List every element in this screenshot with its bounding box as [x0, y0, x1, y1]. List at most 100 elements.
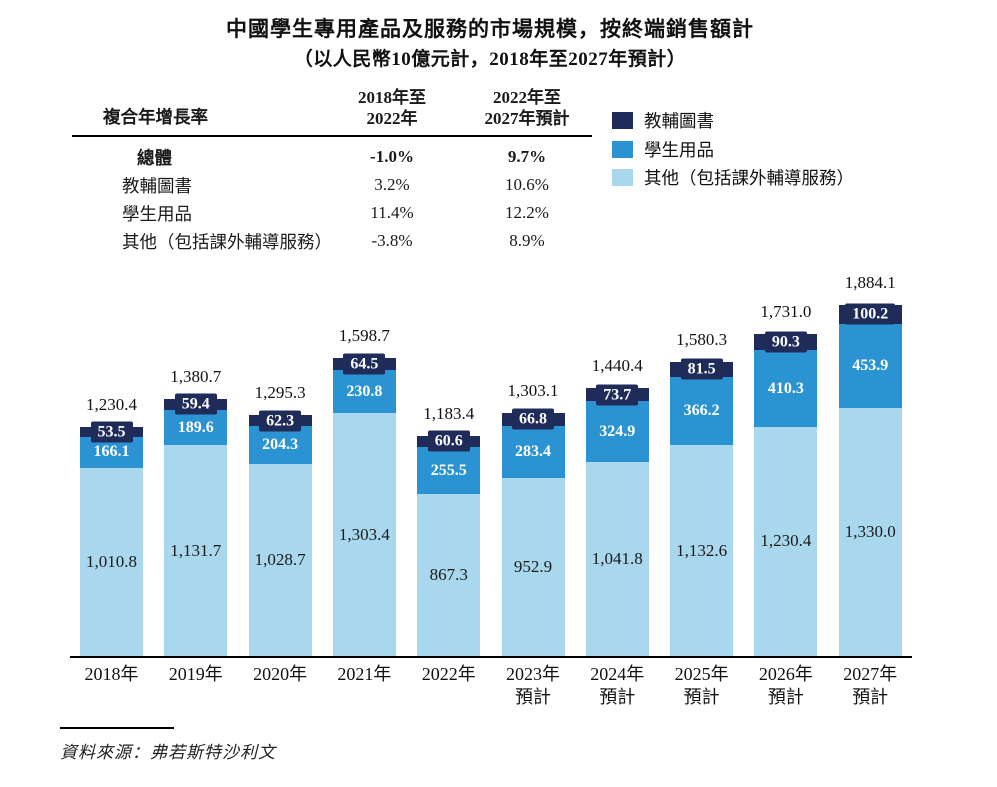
segment-other [80, 467, 143, 656]
books-value-label: 66.8 [512, 408, 554, 430]
year-line1: 2022年 [421, 664, 476, 684]
segment-other [248, 464, 312, 656]
total-label: 1,598.7 [338, 326, 390, 346]
year-label: 2022年 [422, 663, 476, 686]
year-line1: 2018年 [84, 664, 139, 684]
segment-supplies [248, 426, 312, 465]
cagr-value-2018-2022: 3.2% [374, 175, 410, 195]
bar-group: 1,731.0 90.3 410.3 1,230.4 [754, 270, 818, 656]
year-label: 2026年 預計 [759, 663, 813, 708]
total-label: 1,440.4 [591, 355, 643, 375]
segment-supplies [754, 350, 818, 427]
legend-item: 學生用品 [612, 140, 854, 160]
year-line1: 2024年 [590, 664, 645, 684]
legend-label: 教輔圖書 [644, 111, 714, 131]
year-line2: 預計 [852, 686, 889, 707]
books-value-label: 60.6 [427, 430, 470, 452]
cagr-header-col1-line1: 2018年至 [358, 88, 426, 107]
segment-supplies [332, 370, 396, 414]
segment-other [332, 413, 396, 656]
other-value-label: 1,041.8 [591, 548, 643, 568]
cagr-header-col2-line2: 2027年預計 [484, 108, 570, 128]
other-value-label: 1,230.4 [760, 531, 812, 551]
year-axis: 2018年 2019年 2020年 2021年 2022年 2023年 預計 2024年 預計 2… [70, 663, 912, 713]
bar-group: 1,598.7 64.5 230.8 1,303.4 [332, 270, 396, 656]
bar: 64.5 230.8 1,303.4 [332, 353, 396, 656]
cagr-header-label: 複合年增長率 [103, 107, 208, 128]
total-label: 1,580.3 [676, 329, 728, 349]
bar-group: 1,440.4 73.7 324.9 1,041.8 [585, 270, 649, 656]
cagr-header-col-2022-2027: 2022年至 2027年預計 [462, 88, 592, 131]
supplies-value-label: 324.9 [599, 422, 636, 440]
segment-supplies [670, 376, 734, 445]
bar: 53.5 166.1 1,010.8 [80, 421, 143, 656]
legend-item: 教輔圖書 [612, 111, 854, 131]
books-value-label: 59.4 [174, 393, 217, 415]
bar-group: 1,295.3 62.3 204.3 1,028.7 [248, 270, 312, 656]
total-label: 1,295.3 [254, 382, 306, 402]
cagr-header-divider [72, 135, 592, 138]
other-value-label: 1,028.7 [254, 550, 306, 570]
segment-other [417, 494, 481, 656]
cagr-value-2022-2027: 8.9% [509, 231, 545, 251]
year-label: 2025年 預計 [675, 663, 729, 708]
legend-label: 學生用品 [644, 139, 714, 160]
year-line2: 預計 [599, 686, 636, 707]
segment-other [670, 445, 734, 656]
other-value-label: 1,330.0 [844, 522, 896, 542]
cagr-row: 其他（包括課外輔導服務） -3.8% 8.9% [72, 227, 592, 255]
bar: 66.8 283.4 952.9 [501, 408, 565, 656]
books-value-label: 64.5 [343, 353, 386, 375]
year-line1: 2027年 [843, 664, 898, 684]
year-label: 2023年 預計 [506, 663, 560, 708]
bar-group: 1,183.4 60.6 255.5 867.3 [417, 270, 481, 656]
cagr-row: 教輔圖書 3.2% 10.6% [72, 171, 592, 199]
year-label: 2021年 [337, 663, 391, 686]
cagr-value-2022-2027: 9.7% [507, 147, 547, 167]
bar: 62.3 204.3 1,028.7 [248, 410, 312, 656]
bar: 73.7 324.9 1,041.8 [585, 384, 649, 656]
segment-other [164, 445, 228, 656]
year-label: 2020年 [253, 663, 307, 686]
total-label: 1,884.1 [844, 273, 896, 292]
cagr-header-col2-line1: 2022年至 [493, 88, 561, 107]
year-label: 2019年 [169, 663, 223, 686]
supplies-value-label: 255.5 [430, 461, 467, 479]
supplies-value-label: 166.1 [93, 443, 130, 461]
year-line1: 2025年 [674, 664, 729, 684]
bar: 59.4 189.6 1,131.7 [164, 393, 228, 656]
books-value-label: 100.2 [845, 303, 896, 325]
cagr-row-label: 學生用品 [122, 203, 192, 224]
segment-other [501, 478, 565, 656]
year-line2: 預計 [767, 686, 804, 707]
cagr-value-2018-2022: -1.0% [370, 147, 414, 167]
supplies-value-label: 366.2 [683, 401, 720, 419]
segment-other [585, 461, 649, 656]
bar: 100.2 453.9 1,330.0 [838, 303, 902, 656]
cagr-header-col-2018-2022: 2018年至 2022年 [322, 88, 462, 131]
cagr-value-2018-2022: -3.8% [371, 231, 413, 251]
segment-supplies [164, 409, 228, 446]
year-line1: 2020年 [253, 664, 308, 684]
year-label: 2024年 預計 [590, 663, 644, 708]
other-value-label: 952.9 [513, 557, 553, 577]
chart-area: 1,230.4 53.5 166.1 1,010.8 1,380.7 59.4 189.6 1… [70, 270, 912, 656]
legend-swatch [612, 112, 633, 129]
other-value-label: 1,131.7 [170, 540, 222, 560]
bar: 60.6 255.5 867.3 [417, 430, 481, 656]
source-text: 資料來源：弗若斯特沙利文 [60, 743, 276, 762]
segment-supplies [585, 401, 649, 462]
legend-label: 其他（包括課外輔導服務） [644, 168, 854, 188]
year-line1: 2023年 [506, 664, 560, 684]
legend-swatch [612, 169, 633, 186]
x-axis-line [70, 656, 912, 658]
year-line2: 預計 [515, 686, 551, 707]
cagr-value-2018-2022: 11.4% [370, 203, 414, 223]
supplies-value-label: 230.8 [346, 382, 383, 400]
cagr-row: 總體 -1.0% 9.7% [72, 143, 592, 171]
segment-other [754, 426, 818, 656]
bar-group: 1,580.3 81.5 366.2 1,132.6 [670, 270, 734, 656]
bar-group: 1,884.1 100.2 453.9 1,330.0 [838, 270, 902, 656]
cagr-value-2022-2027: 12.2% [505, 203, 549, 223]
year-line2: 預計 [683, 686, 720, 707]
